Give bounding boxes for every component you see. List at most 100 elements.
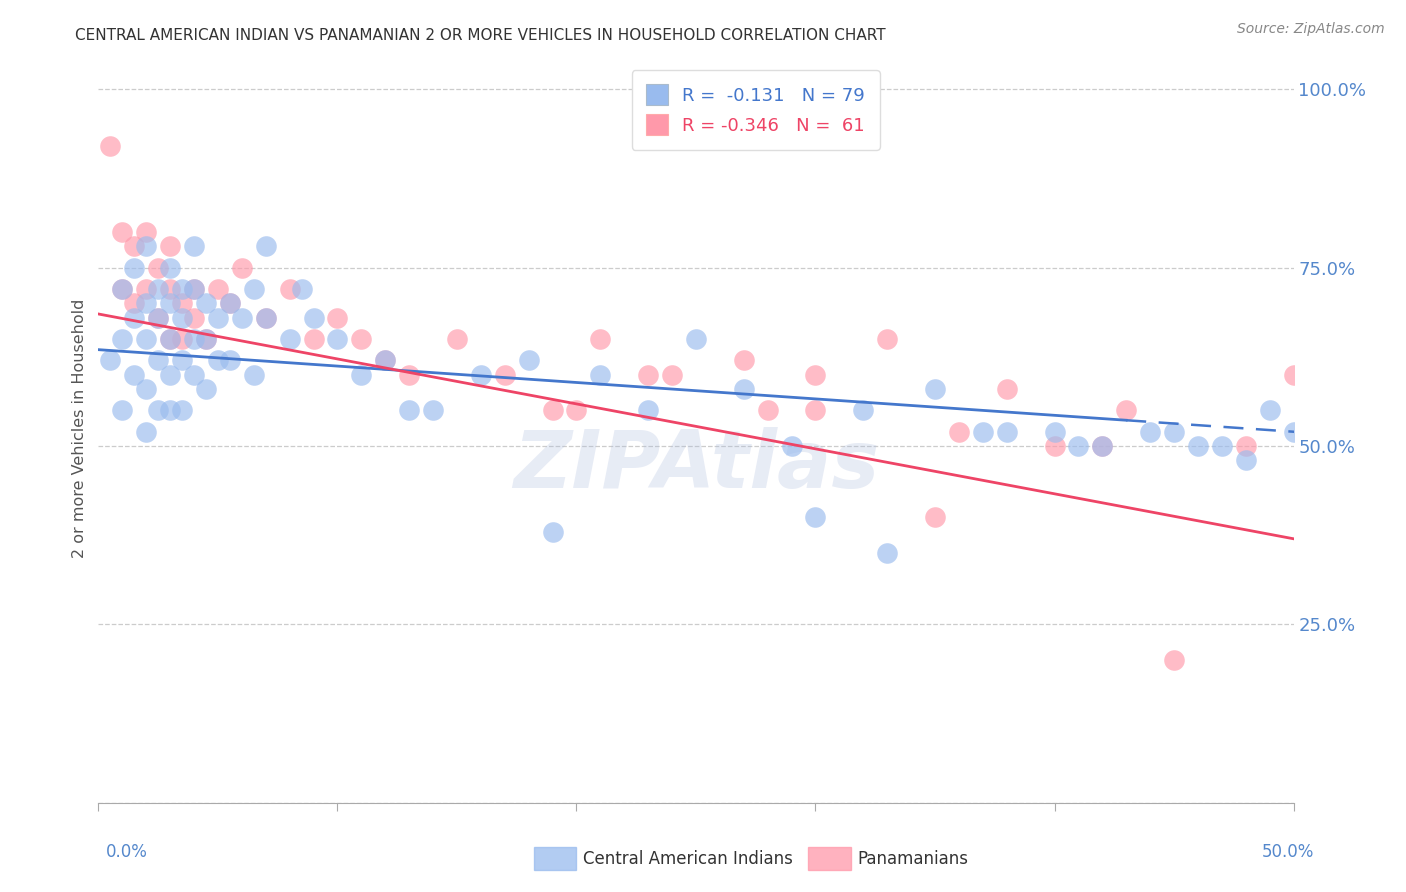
Point xyxy=(159,260,181,275)
Point xyxy=(111,332,134,346)
Point xyxy=(195,332,218,346)
Point xyxy=(1402,524,1406,539)
Point xyxy=(422,403,444,417)
Text: 0.0%: 0.0% xyxy=(105,843,148,861)
Point xyxy=(1163,653,1185,667)
Point xyxy=(589,368,612,382)
Point xyxy=(1043,425,1066,439)
Point xyxy=(231,260,253,275)
Point xyxy=(231,310,253,325)
Point xyxy=(1402,425,1406,439)
Point xyxy=(1139,425,1161,439)
Point xyxy=(1234,453,1257,467)
Point xyxy=(183,282,205,296)
Point xyxy=(135,382,157,396)
Point xyxy=(135,239,157,253)
Point xyxy=(111,403,134,417)
Point xyxy=(183,368,205,382)
Text: 50.0%: 50.0% xyxy=(1263,843,1315,861)
Point xyxy=(135,225,157,239)
Point xyxy=(1354,453,1376,467)
Point xyxy=(565,403,588,417)
Point xyxy=(302,310,325,325)
Point xyxy=(159,368,181,382)
Point xyxy=(1282,368,1305,382)
Point xyxy=(637,403,659,417)
Point xyxy=(172,332,194,346)
Point xyxy=(183,239,205,253)
Point xyxy=(111,282,134,296)
Point xyxy=(135,332,157,346)
Point xyxy=(1091,439,1114,453)
Point xyxy=(172,296,194,310)
Point xyxy=(1211,439,1233,453)
Point xyxy=(159,296,181,310)
Point xyxy=(1115,403,1137,417)
Point xyxy=(207,310,229,325)
Point xyxy=(446,332,468,346)
Point xyxy=(804,403,827,417)
Point xyxy=(172,403,194,417)
Point xyxy=(219,296,242,310)
Point xyxy=(1163,425,1185,439)
Point xyxy=(183,310,205,325)
Point xyxy=(350,368,373,382)
Point xyxy=(98,139,122,153)
Point xyxy=(302,332,325,346)
Point xyxy=(159,282,181,296)
Point xyxy=(948,425,970,439)
Point xyxy=(124,310,146,325)
Point xyxy=(995,382,1018,396)
Point xyxy=(278,332,301,346)
Point xyxy=(780,89,803,103)
Point xyxy=(254,310,277,325)
Point xyxy=(219,353,242,368)
Point xyxy=(876,332,898,346)
Point xyxy=(243,368,266,382)
Point xyxy=(494,368,516,382)
Point xyxy=(924,382,946,396)
Point xyxy=(159,239,181,253)
Point xyxy=(124,296,146,310)
Point xyxy=(661,368,683,382)
Point xyxy=(804,510,827,524)
Point xyxy=(470,368,492,382)
Text: Source: ZipAtlas.com: Source: ZipAtlas.com xyxy=(1237,22,1385,37)
Point xyxy=(148,282,170,296)
Point xyxy=(398,403,420,417)
Point xyxy=(637,368,659,382)
Point xyxy=(1091,439,1114,453)
Y-axis label: 2 or more Vehicles in Household: 2 or more Vehicles in Household xyxy=(72,299,87,558)
Point xyxy=(111,282,134,296)
Point xyxy=(124,239,146,253)
Text: Panamanians: Panamanians xyxy=(858,850,969,868)
Point xyxy=(124,368,146,382)
Point xyxy=(207,353,229,368)
Legend: R =  -0.131   N = 79, R = -0.346   N =  61: R = -0.131 N = 79, R = -0.346 N = 61 xyxy=(631,70,880,150)
Point xyxy=(124,260,146,275)
Point xyxy=(972,425,994,439)
Point xyxy=(541,403,564,417)
Point xyxy=(733,382,755,396)
Point xyxy=(195,332,218,346)
Text: CENTRAL AMERICAN INDIAN VS PANAMANIAN 2 OR MORE VEHICLES IN HOUSEHOLD CORRELATIO: CENTRAL AMERICAN INDIAN VS PANAMANIAN 2 … xyxy=(75,28,886,43)
Point xyxy=(1067,439,1090,453)
Point xyxy=(254,239,277,253)
Point xyxy=(278,282,301,296)
Point xyxy=(350,332,373,346)
Point xyxy=(398,368,420,382)
Point xyxy=(589,332,612,346)
Point xyxy=(1282,425,1305,439)
Point xyxy=(1330,475,1353,489)
Point xyxy=(172,353,194,368)
Point xyxy=(183,332,205,346)
Point xyxy=(876,546,898,560)
Point xyxy=(219,296,242,310)
Point xyxy=(135,282,157,296)
Point xyxy=(1234,439,1257,453)
Point xyxy=(148,260,170,275)
Point xyxy=(111,225,134,239)
Point xyxy=(374,353,396,368)
Point xyxy=(159,332,181,346)
Point xyxy=(172,310,194,325)
